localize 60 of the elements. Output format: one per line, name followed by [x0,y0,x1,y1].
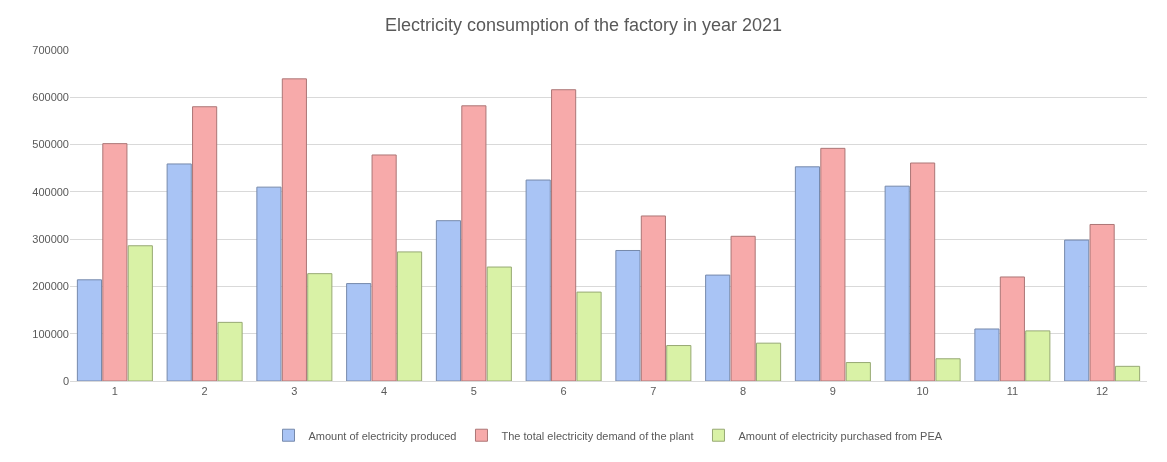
bar [845,362,871,381]
x-tick-label: 8 [740,385,747,398]
legend-label: The total electricity demand of the plant [501,429,694,442]
bar [307,273,333,381]
bar [1114,365,1141,381]
y-tick-label: 400000 [32,185,69,198]
x-tick-label: 1 [111,385,118,398]
bar [615,249,641,381]
bar [435,220,462,381]
bar [256,186,282,381]
bar [127,245,153,381]
x-tick-label: 7 [650,385,657,398]
x-tick-label: 2 [201,385,208,398]
bar [935,358,961,381]
bar [346,283,372,381]
bar [281,78,307,381]
y-tick-label: 700000 [32,43,69,56]
bar [1025,330,1051,381]
bar [371,154,397,381]
y-tick-label: 300000 [32,232,69,245]
y-tick-label: 600000 [32,91,69,104]
y-tick-label: 500000 [32,138,69,151]
bar [640,215,666,381]
bar [999,276,1025,381]
y-tick-label: 0 [62,374,69,387]
bar [192,106,218,381]
chart-title: Electricity consumption of the factory in year 2021 [384,15,783,36]
x-tick-label: 3 [291,385,298,398]
bar [551,89,577,381]
bar [102,143,128,381]
x-tick-label: 11 [1006,385,1019,398]
bar [1089,223,1115,381]
bar [396,251,423,381]
bar [910,162,936,381]
bar [755,342,782,381]
bar [820,147,846,381]
bar [1064,239,1090,381]
x-tick-label: 12 [1096,385,1109,398]
x-tick-label: 9 [829,385,836,398]
bar [705,274,731,381]
bar [486,266,512,381]
y-tick-label: 100000 [32,327,69,340]
bar [794,166,821,381]
bar [884,185,910,381]
bar [217,321,243,381]
y-tick-label: 200000 [32,280,69,293]
bar [730,235,756,381]
bar [76,279,103,381]
bar [974,328,1000,381]
legend-label: Amount of electricity produced [308,429,457,442]
x-tick-label: 6 [560,385,567,398]
bar [666,345,692,381]
bar [461,105,487,381]
bar [525,179,551,381]
bar [576,291,602,381]
x-tick-label: 10 [916,385,929,398]
bar [166,163,192,381]
x-tick-label: 4 [381,385,388,398]
x-tick-label: 5 [470,385,477,398]
legend-label: Amount of electricity purchased from PEA [738,429,943,442]
